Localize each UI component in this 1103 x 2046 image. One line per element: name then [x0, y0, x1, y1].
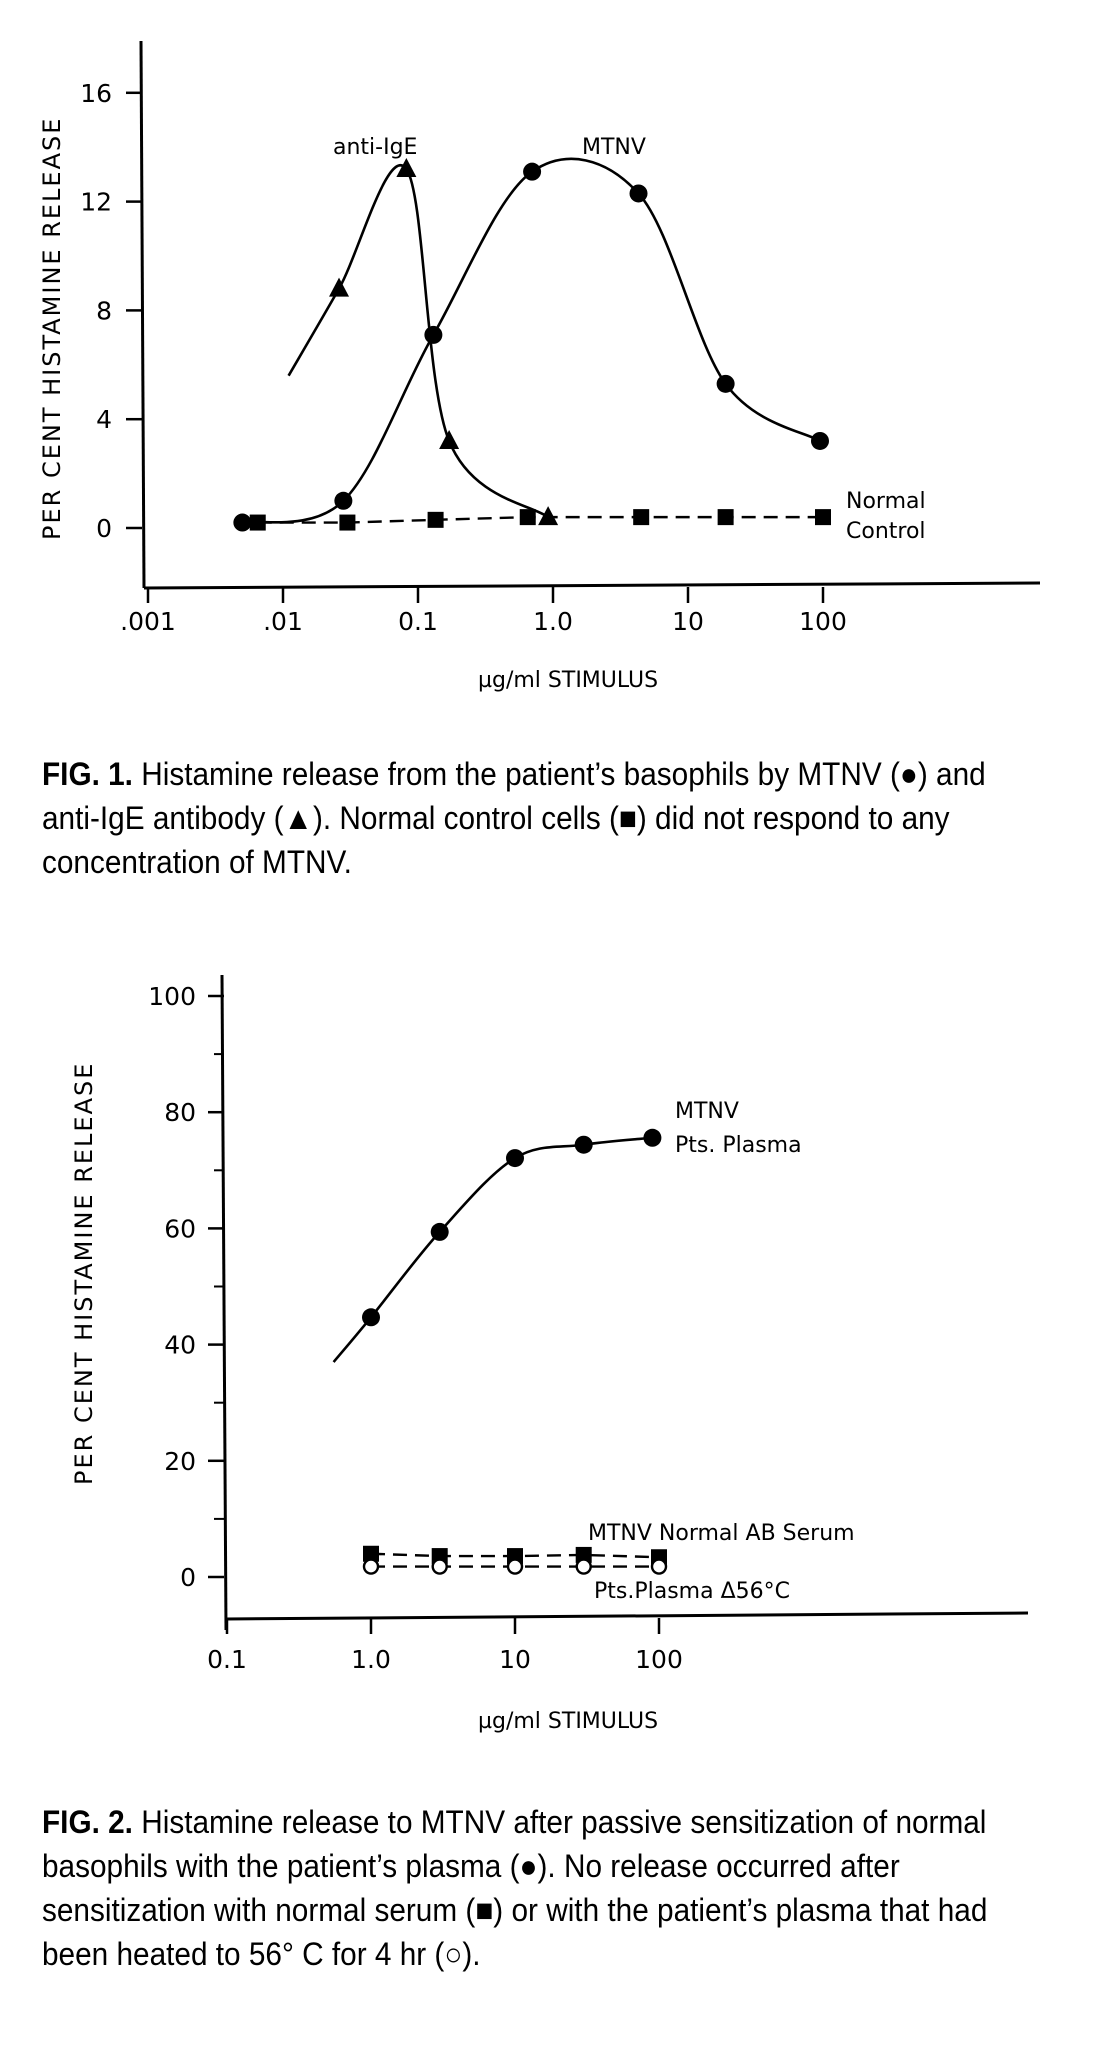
y-tick-label: 60 [164, 1214, 196, 1243]
data-point-open-circle [362, 1558, 380, 1575]
y-tick-label: 100 [148, 982, 196, 1011]
y-tick-label: 12 [80, 188, 112, 217]
fig1-label-normal: Normal [846, 489, 926, 514]
data-point-triangle [329, 277, 350, 297]
fig2-x-axis [225, 1611, 1029, 1621]
fig2-y-ticks: 0 20 40 60 80 100 [148, 982, 224, 1592]
figure-1-caption-text: Histamine release from the patient’s bas… [42, 756, 986, 880]
data-point-square [339, 514, 356, 531]
series-line [332, 1136, 653, 1363]
fig1-x-ticks: .001 .01 0.1 1.0 10 100 [120, 587, 847, 636]
data-point-square [815, 509, 831, 526]
data-point-circle [430, 1222, 449, 1241]
fig1-series [233, 157, 831, 532]
fig1-x-axis [143, 581, 1041, 590]
data-point-circle [233, 513, 252, 532]
x-tick-label: 10 [672, 607, 704, 636]
data-point-circle [424, 325, 443, 344]
fig1-label-mtnv: MTNV [582, 135, 646, 160]
figure-1-caption: FIG. 1. Histamine release from the patie… [42, 752, 1000, 884]
y-tick-label: 20 [164, 1447, 196, 1476]
data-point-triangle [439, 429, 460, 449]
data-point-square [427, 511, 444, 528]
data-point-circle [506, 1149, 524, 1168]
data-point-square [717, 509, 734, 526]
fig2-label-pts-plasma: Pts. Plasma [675, 1133, 802, 1158]
data-point-triangle [538, 506, 559, 526]
y-tick-label: 0 [180, 1563, 196, 1592]
data-point-circle [362, 1308, 380, 1327]
fig1-label-anti-ige: anti-IgE [333, 135, 417, 160]
x-tick-label: 1.0 [351, 1645, 391, 1674]
fig1-y-axis [139, 40, 146, 589]
x-tick-label: .001 [120, 607, 176, 636]
data-point-triangle [396, 157, 417, 177]
data-point-square [249, 514, 266, 531]
fig2-label-mtnv: MTNV [675, 1099, 739, 1124]
data-point-circle [716, 374, 735, 393]
series-line [242, 157, 821, 524]
fig2-y-axis-label: PER CENT HISTAMINE RELEASE [70, 1062, 98, 1485]
figure-1-caption-label: FIG. 1. [42, 756, 133, 792]
fig2-label-heated-plasma: Pts.Plasma Δ56°C [594, 1579, 790, 1604]
fig1-y-ticks: 0 4 8 12 16 [80, 79, 142, 543]
data-point-open-circle [575, 1558, 592, 1575]
figure-2-caption-text: Histamine release to MTNV after passive … [42, 1804, 988, 1972]
series-line [287, 164, 549, 519]
x-tick-label: 100 [799, 607, 847, 636]
fig2-label-normal-ab-serum: MTNV Normal AB Serum [588, 1521, 855, 1546]
fig1-label-control: Control [846, 519, 926, 544]
x-tick-label: 0.1 [207, 1645, 247, 1674]
y-tick-label: 40 [164, 1331, 196, 1360]
data-point-circle [523, 162, 542, 181]
figure-2-chart: 0 20 40 60 80 100 0.1 1.0 10 100 PER CENT HISTAM… [70, 974, 1029, 1734]
data-point-circle [643, 1128, 662, 1147]
data-point-square [633, 509, 650, 526]
data-point-open-circle [650, 1558, 668, 1575]
y-tick-label: 80 [164, 1098, 196, 1127]
data-point-square [519, 509, 536, 526]
fig2-series [332, 1128, 668, 1575]
data-point-circle [810, 431, 829, 450]
x-tick-label: 100 [635, 1645, 683, 1674]
data-point-circle [574, 1135, 593, 1154]
data-point-circle [334, 491, 353, 510]
figure-1-chart: 0 4 8 12 16 .001 .01 0.1 1.0 10 100 PER CENT HIST… [38, 40, 1041, 693]
fig1-y-axis-label: PER CENT HISTAMINE RELEASE [38, 117, 66, 540]
x-tick-label: 1.0 [533, 607, 573, 636]
figure-2-caption: FIG. 2. Histamine release to MTNV after … [42, 1800, 1000, 1976]
data-point-square [575, 1546, 592, 1563]
x-tick-label: 10 [499, 1645, 531, 1674]
x-tick-label: 0.1 [398, 607, 438, 636]
data-point-circle [629, 184, 648, 203]
data-point-square [363, 1545, 379, 1562]
data-point-open-circle [431, 1558, 448, 1575]
fig2-x-axis-label: µg/ml STIMULUS [478, 1709, 658, 1734]
x-tick-label: .01 [263, 607, 303, 636]
y-tick-label: 8 [96, 296, 112, 325]
fig2-y-axis [220, 974, 228, 1631]
fig2-x-ticks: 0.1 1.0 10 100 [207, 1618, 683, 1674]
fig1-x-axis-label: µg/ml STIMULUS [478, 668, 658, 693]
y-tick-label: 0 [96, 514, 112, 543]
figure-2-caption-label: FIG. 2. [42, 1804, 133, 1840]
y-tick-label: 4 [96, 405, 112, 434]
y-tick-label: 16 [80, 79, 112, 108]
data-point-open-circle [506, 1558, 524, 1575]
